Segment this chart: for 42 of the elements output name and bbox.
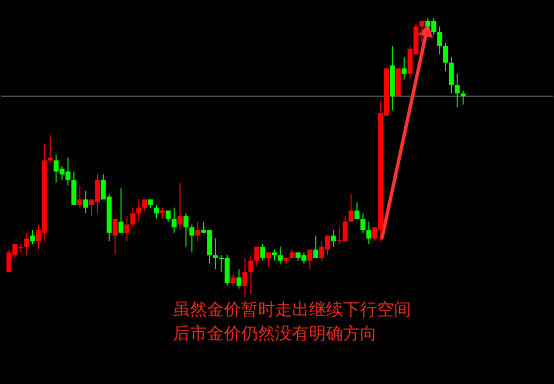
candlestick bbox=[30, 230, 36, 245]
candlestick bbox=[348, 193, 354, 222]
candlestick bbox=[260, 244, 266, 262]
candlestick bbox=[77, 184, 82, 208]
text: 后市金价仍然没有明确方向 bbox=[173, 324, 377, 344]
candlestick bbox=[124, 216, 130, 242]
candlestick bbox=[437, 26, 442, 55]
candlestick bbox=[48, 134, 53, 164]
candlestick bbox=[454, 73, 460, 108]
text: 虽然金价暂时走出继续下行空间 bbox=[173, 300, 411, 320]
candlestick bbox=[278, 246, 283, 264]
candlestick bbox=[160, 207, 165, 220]
candlestick bbox=[166, 210, 171, 222]
candlestick bbox=[154, 204, 159, 220]
candlestick bbox=[402, 56, 407, 80]
candlestick bbox=[195, 221, 200, 242]
candlestick bbox=[313, 235, 318, 258]
candlestick bbox=[254, 246, 260, 267]
candlestick bbox=[448, 56, 454, 94]
candlestick bbox=[189, 224, 194, 253]
candlestick bbox=[242, 257, 248, 298]
candlestick bbox=[118, 188, 124, 234]
candlestick bbox=[266, 252, 272, 267]
candlestick bbox=[230, 274, 236, 286]
candlestick bbox=[24, 232, 30, 256]
candlestick bbox=[130, 207, 136, 228]
candlestick bbox=[248, 254, 254, 295]
candlestick bbox=[136, 198, 142, 222]
candlestick bbox=[360, 212, 366, 234]
candlestick bbox=[112, 218, 118, 256]
candlestick bbox=[419, 20, 424, 44]
candlestick bbox=[366, 221, 372, 245]
candlestick bbox=[178, 182, 183, 231]
candlestick bbox=[172, 207, 177, 234]
candlestick bbox=[307, 249, 312, 270]
candlestick bbox=[443, 42, 448, 72]
candlestick bbox=[212, 238, 218, 270]
candlestick bbox=[183, 212, 188, 248]
candlestick bbox=[354, 202, 360, 220]
candlestick bbox=[330, 230, 336, 248]
candlestick bbox=[83, 190, 88, 214]
candlestick bbox=[236, 268, 242, 290]
